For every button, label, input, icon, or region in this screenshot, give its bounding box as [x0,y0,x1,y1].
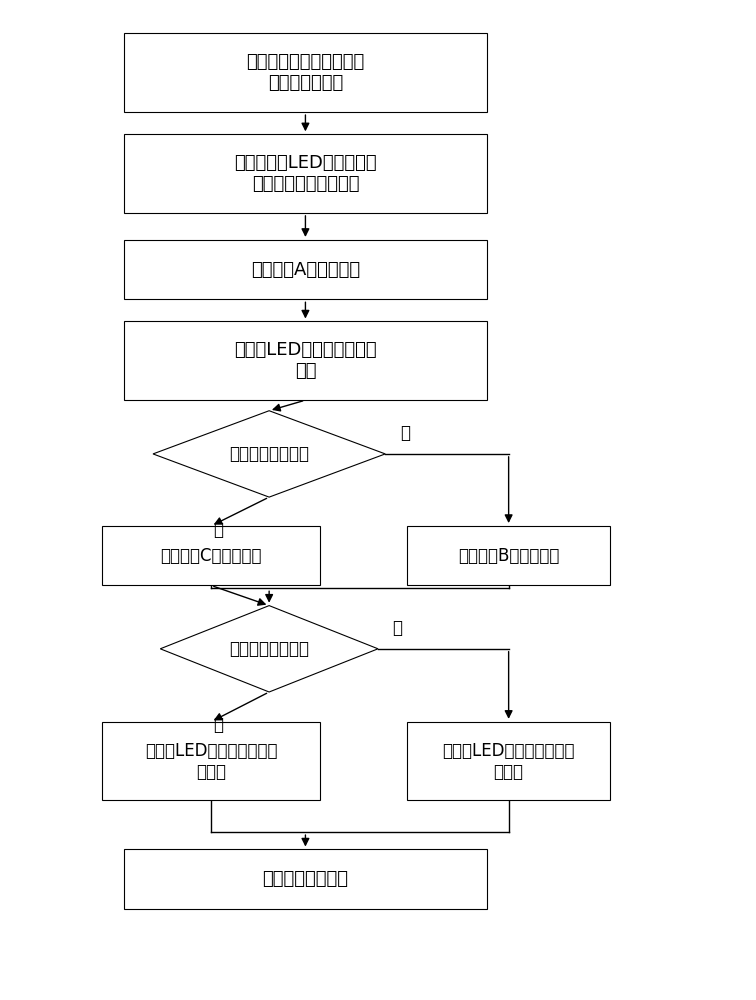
Text: 否: 否 [392,619,402,637]
Text: 驾驶员通过LED调光选择自
己可以分辨的指示颜色: 驾驶员通过LED调光选择自 己可以分辨的指示颜色 [234,154,376,193]
Text: 是: 是 [213,716,223,734]
Text: 蓝牙卡与B类基站通信: 蓝牙卡与B类基站通信 [458,547,559,565]
FancyBboxPatch shape [407,722,610,800]
Text: 车辆到达目的车位: 车辆到达目的车位 [262,870,349,888]
FancyBboxPatch shape [102,722,320,800]
Polygon shape [160,606,378,692]
FancyBboxPatch shape [124,33,487,112]
FancyBboxPatch shape [124,321,487,400]
FancyBboxPatch shape [124,849,487,909]
Text: 蓝牙卡与C类基站通信: 蓝牙卡与C类基站通信 [160,547,262,565]
Polygon shape [153,411,386,497]
Text: 车辆被LED指示灯引导到相
应层: 车辆被LED指示灯引导到相 应层 [234,341,376,380]
FancyBboxPatch shape [407,526,610,585]
Text: 车辆驶入目的区块: 车辆驶入目的区块 [229,640,309,658]
Text: 车辆驶入特殊区块: 车辆驶入特殊区块 [229,445,309,463]
Text: 车辆被LED指示灯引导到下
一区块: 车辆被LED指示灯引导到下 一区块 [442,742,575,781]
Text: 车辆被LED指示灯引导到相
应车位: 车辆被LED指示灯引导到相 应车位 [145,742,277,781]
Text: 蓝牙卡与A类基站通信: 蓝牙卡与A类基站通信 [251,261,360,279]
FancyBboxPatch shape [124,134,487,213]
Text: 是: 是 [213,521,223,539]
Text: 车辆驶入停车场被分配到
一张蓝牙停车卡: 车辆驶入停车场被分配到 一张蓝牙停车卡 [246,53,364,92]
Text: 否: 否 [400,424,410,442]
FancyBboxPatch shape [102,526,320,585]
FancyBboxPatch shape [124,240,487,299]
